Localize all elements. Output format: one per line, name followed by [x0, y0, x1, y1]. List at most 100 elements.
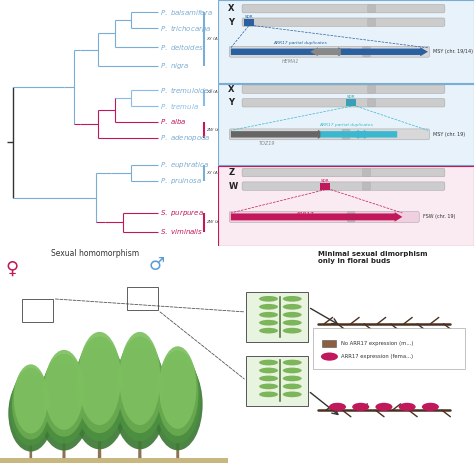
Ellipse shape [283, 304, 301, 310]
FancyBboxPatch shape [242, 99, 445, 107]
Ellipse shape [40, 358, 88, 444]
Circle shape [422, 403, 439, 411]
Text: Y: Y [228, 18, 234, 27]
Text: $\it{P.}$ $\it{euphratica}$: $\it{P.}$ $\it{euphratica}$ [160, 159, 209, 170]
FancyBboxPatch shape [363, 46, 370, 57]
Text: $\it{S.}$ $\it{purpurea}$: $\it{S.}$ $\it{purpurea}$ [160, 208, 203, 218]
Text: Sexual homomorphism: Sexual homomorphism [51, 249, 139, 258]
Text: X: X [228, 85, 235, 94]
Ellipse shape [259, 312, 278, 318]
Text: $\it{S.}$ $\it{viminalis}$: $\it{S.}$ $\it{viminalis}$ [160, 227, 203, 236]
Ellipse shape [14, 365, 48, 434]
Text: HEMA1: HEMA1 [282, 59, 300, 64]
FancyBboxPatch shape [218, 84, 474, 165]
FancyBboxPatch shape [218, 0, 474, 82]
FancyBboxPatch shape [368, 85, 375, 93]
Text: ♀: ♀ [5, 260, 18, 278]
FancyArrow shape [351, 130, 397, 139]
FancyBboxPatch shape [242, 182, 445, 190]
Text: ARR17 partial duplicates: ARR17 partial duplicates [319, 123, 373, 128]
Ellipse shape [112, 346, 167, 449]
Text: Z: Z [228, 168, 235, 177]
FancyBboxPatch shape [320, 182, 330, 190]
Text: XY (ARR17π, chr. 19): XY (ARR17π, chr. 19) [207, 37, 252, 41]
FancyArrow shape [341, 47, 428, 56]
FancyBboxPatch shape [244, 19, 254, 26]
FancyBboxPatch shape [368, 18, 375, 26]
FancyBboxPatch shape [229, 129, 429, 140]
Ellipse shape [10, 371, 52, 446]
FancyBboxPatch shape [322, 340, 336, 346]
Ellipse shape [157, 350, 199, 436]
FancyArrow shape [320, 130, 372, 139]
FancyBboxPatch shape [229, 211, 419, 222]
Ellipse shape [76, 337, 123, 433]
Text: SDR: SDR [245, 15, 253, 19]
Text: X: X [228, 4, 235, 13]
FancyBboxPatch shape [368, 99, 375, 107]
FancyBboxPatch shape [242, 168, 445, 177]
FancyBboxPatch shape [342, 129, 350, 139]
Ellipse shape [155, 355, 201, 443]
Ellipse shape [159, 346, 196, 429]
Text: XY (ARR17π, chr. 19): XY (ARR17π, chr. 19) [207, 91, 252, 94]
FancyBboxPatch shape [368, 5, 375, 13]
Text: ZW (ARR17, chr. 19): ZW (ARR17, chr. 19) [207, 128, 251, 132]
FancyBboxPatch shape [246, 292, 308, 342]
Circle shape [321, 353, 338, 361]
Ellipse shape [259, 328, 278, 334]
Ellipse shape [259, 360, 278, 365]
Ellipse shape [119, 332, 160, 425]
FancyBboxPatch shape [218, 166, 474, 246]
FancyBboxPatch shape [242, 85, 445, 93]
Text: MSY (chr. 19/14): MSY (chr. 19/14) [433, 49, 473, 54]
Text: $\it{P.}$ $\it{alba}$: $\it{P.}$ $\it{alba}$ [160, 118, 186, 127]
Text: ARR17 partial duplicates: ARR17 partial duplicates [273, 41, 327, 45]
Text: No ARR17 expression (m...): No ARR17 expression (m...) [341, 341, 414, 346]
Text: $\it{P.}$ $\it{balsamifera}$: $\it{P.}$ $\it{balsamifera}$ [160, 8, 212, 17]
Polygon shape [29, 405, 32, 458]
Ellipse shape [259, 383, 278, 389]
Ellipse shape [153, 359, 202, 450]
Ellipse shape [73, 341, 126, 441]
Polygon shape [63, 397, 65, 458]
Text: Y: Y [228, 98, 234, 107]
Circle shape [352, 403, 369, 411]
Text: $\it{P.}$ $\it{nigra}$: $\it{P.}$ $\it{nigra}$ [160, 61, 189, 71]
Ellipse shape [283, 375, 301, 381]
Circle shape [375, 403, 392, 411]
FancyArrow shape [231, 212, 402, 222]
Text: SDR: SDR [321, 179, 329, 182]
Text: ARR17 expression (fema...): ARR17 expression (fema...) [341, 354, 413, 359]
Circle shape [399, 403, 416, 411]
FancyArrow shape [310, 47, 351, 56]
Text: $\it{P.}$ $\it{tremula}$: $\it{P.}$ $\it{tremula}$ [160, 101, 199, 111]
Text: TOZ19: TOZ19 [259, 141, 275, 146]
FancyBboxPatch shape [242, 4, 445, 13]
Circle shape [329, 403, 346, 411]
Text: $\it{P.}$ $\it{trichocarpa}$: $\it{P.}$ $\it{trichocarpa}$ [160, 23, 211, 34]
Text: $\it{P.}$ $\it{deltoides}$: $\it{P.}$ $\it{deltoides}$ [160, 42, 204, 52]
Text: ZW (ARR17, chr. 15): ZW (ARR17, chr. 15) [207, 220, 251, 224]
Ellipse shape [283, 296, 301, 301]
FancyBboxPatch shape [313, 328, 465, 369]
FancyArrow shape [231, 130, 326, 139]
FancyBboxPatch shape [246, 356, 308, 406]
Text: $\it{P.}$ $\it{adenopoda}$: $\it{P.}$ $\it{adenopoda}$ [160, 133, 210, 143]
Text: SDR: SDR [347, 95, 356, 100]
Polygon shape [98, 386, 101, 458]
Ellipse shape [259, 375, 278, 381]
Polygon shape [138, 386, 141, 458]
Ellipse shape [283, 328, 301, 334]
Ellipse shape [115, 341, 165, 441]
Ellipse shape [283, 383, 301, 389]
Ellipse shape [9, 374, 53, 452]
FancyBboxPatch shape [242, 18, 445, 27]
Ellipse shape [259, 368, 278, 374]
Polygon shape [176, 394, 179, 458]
Ellipse shape [117, 337, 163, 433]
FancyBboxPatch shape [346, 100, 356, 106]
FancyBboxPatch shape [347, 212, 355, 222]
Ellipse shape [38, 362, 90, 451]
Text: ♂: ♂ [148, 255, 164, 273]
